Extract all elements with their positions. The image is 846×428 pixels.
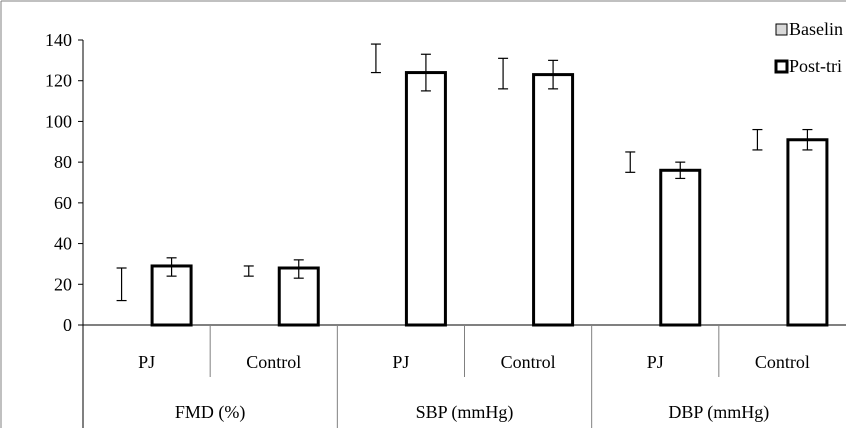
x-category-label: PJ	[647, 352, 664, 372]
bar	[404, 71, 447, 327]
legend-label: Post-tri	[789, 56, 842, 76]
y-tick-label: 0	[63, 315, 72, 335]
bar	[786, 138, 829, 327]
x-group-label: FMD (%)	[175, 402, 246, 423]
legend-label: Baselin	[789, 19, 843, 39]
x-group-label: SBP (mmHg)	[416, 402, 514, 423]
legend-swatch	[774, 59, 789, 74]
x-category-label: PJ	[392, 352, 409, 372]
x-axis: PJ Control PJ Control PJ Control FMD (%) SBP (m…	[83, 324, 846, 428]
y-tick-label: 40	[54, 234, 72, 254]
y-tick-label: 20	[54, 274, 72, 294]
legend-swatch	[775, 23, 788, 36]
x-category-label: Control	[246, 352, 301, 372]
bar	[532, 73, 575, 327]
x-category-label: PJ	[138, 352, 155, 372]
y-tick-label: 120	[45, 71, 72, 91]
y-tick-label: 140	[45, 30, 72, 50]
error-bars	[116, 43, 813, 302]
x-category-label: Control	[501, 352, 556, 372]
x-group-label: DBP (mmHg)	[668, 402, 769, 423]
y-tick-label: 60	[54, 193, 72, 213]
y-axis: 0 20 40 60 80 100 120 140	[45, 30, 84, 428]
y-tick-label: 100	[45, 111, 72, 131]
bars	[102, 71, 829, 327]
x-category-label: Control	[755, 352, 810, 372]
y-tick-label: 80	[54, 152, 72, 172]
legend: Baselin Post-tri	[774, 19, 843, 76]
bar	[659, 168, 702, 327]
